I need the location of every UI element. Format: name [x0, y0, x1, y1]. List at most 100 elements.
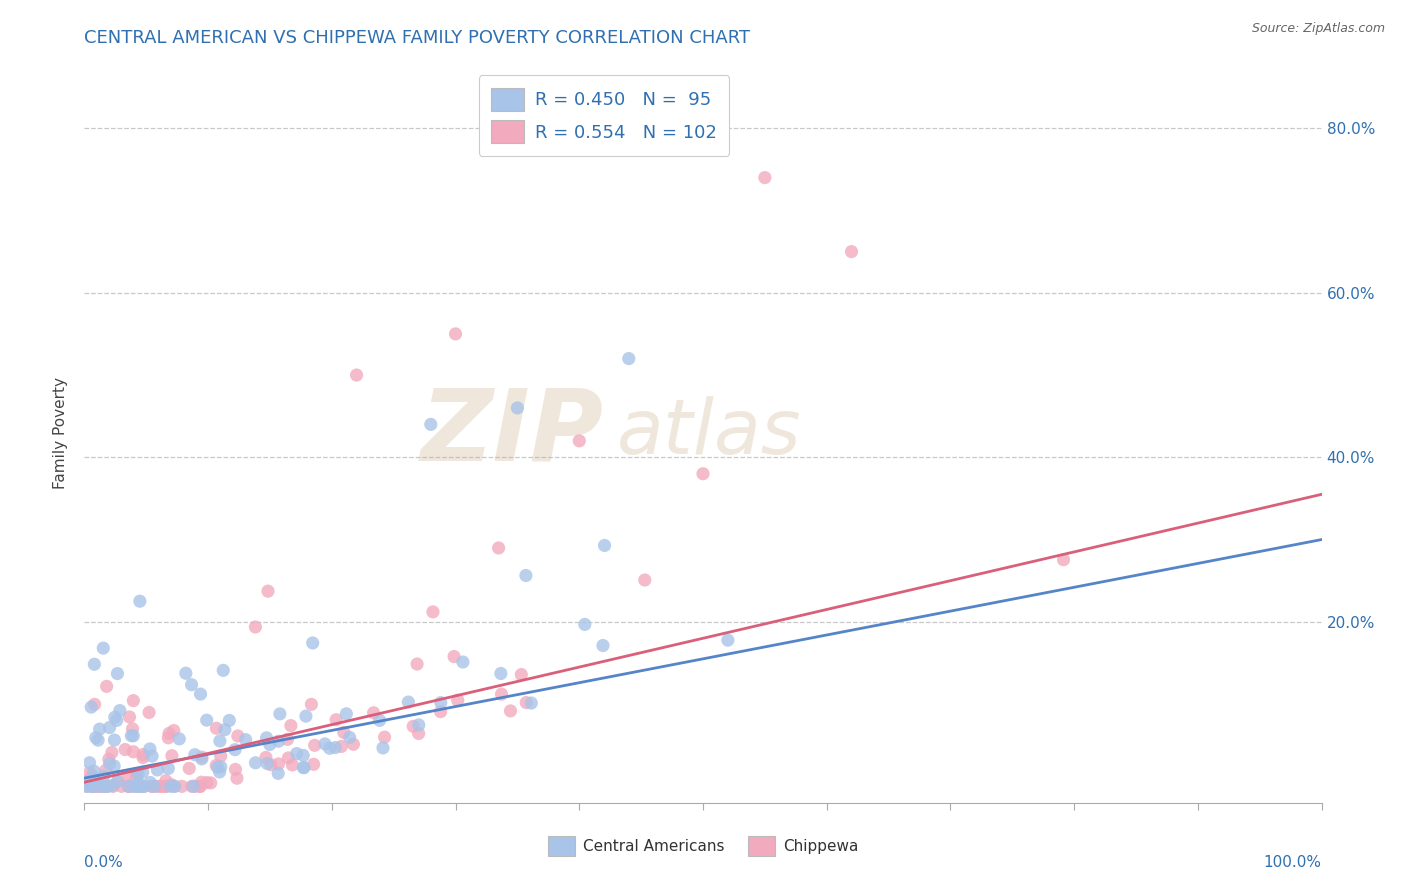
Point	[302, 757, 325, 772]
Point	[120, 729, 142, 743]
Point	[408, 726, 430, 740]
Point	[342, 737, 364, 751]
Point	[209, 760, 232, 774]
Point	[91, 780, 114, 794]
Point	[617, 351, 640, 366]
Point	[330, 739, 353, 754]
Point	[406, 657, 429, 671]
Point	[139, 742, 162, 756]
Point	[76, 780, 98, 794]
Point	[80, 700, 103, 714]
Point	[141, 749, 163, 764]
Point	[179, 761, 201, 775]
Point	[183, 779, 205, 793]
Point	[84, 780, 107, 794]
Point	[205, 758, 228, 772]
Point	[506, 401, 529, 415]
Point	[94, 764, 117, 778]
Point	[269, 706, 291, 721]
Point	[208, 764, 231, 779]
Point	[260, 757, 283, 772]
Point	[96, 780, 118, 794]
Point	[101, 746, 124, 760]
Point	[96, 679, 118, 693]
Point	[96, 780, 118, 794]
Point	[419, 417, 441, 432]
Point	[132, 765, 155, 780]
Point	[101, 780, 124, 794]
Point	[143, 780, 166, 794]
Point	[167, 731, 190, 746]
Point	[89, 722, 111, 736]
Point	[285, 747, 308, 761]
Point	[245, 756, 267, 770]
Point	[84, 731, 107, 745]
Point	[295, 709, 318, 723]
Point	[125, 772, 148, 786]
Point	[634, 573, 657, 587]
Point	[510, 667, 533, 681]
Point	[155, 780, 177, 794]
Point	[226, 729, 249, 743]
Point	[160, 748, 183, 763]
Point	[267, 756, 290, 771]
Point	[195, 775, 218, 789]
Point	[325, 713, 347, 727]
Point	[91, 780, 114, 794]
Point	[257, 584, 280, 599]
Point	[292, 748, 315, 763]
Point	[191, 752, 214, 766]
Point	[256, 756, 278, 771]
Point	[118, 780, 141, 794]
Point	[205, 721, 228, 735]
Point	[132, 780, 155, 794]
Point	[292, 761, 315, 775]
Point	[301, 636, 323, 650]
Point	[292, 760, 315, 774]
Point	[75, 774, 97, 789]
Point	[122, 729, 145, 743]
Point	[118, 710, 141, 724]
Point	[346, 368, 368, 382]
Point	[129, 779, 152, 793]
Point	[224, 742, 246, 756]
Point	[121, 722, 143, 736]
Point	[207, 760, 229, 774]
Point	[1052, 552, 1074, 566]
Text: 0.0%: 0.0%	[84, 855, 124, 870]
Point	[103, 733, 125, 747]
Point	[105, 774, 128, 789]
Point	[117, 780, 139, 794]
Point	[212, 664, 235, 678]
Point	[214, 723, 236, 737]
Point	[97, 780, 120, 794]
Point	[124, 780, 146, 794]
Point	[82, 780, 104, 794]
Point	[97, 752, 120, 766]
Point	[163, 723, 186, 738]
Point	[371, 740, 394, 755]
Point	[125, 767, 148, 781]
Point	[122, 693, 145, 707]
Point	[157, 726, 180, 740]
Point	[131, 780, 153, 794]
Point	[499, 704, 522, 718]
Point	[150, 780, 173, 794]
Point	[443, 649, 465, 664]
Point	[132, 747, 155, 762]
Point	[304, 739, 326, 753]
Point	[145, 780, 167, 794]
Point	[87, 780, 110, 794]
Point	[163, 780, 186, 794]
Point	[82, 771, 104, 785]
Point	[90, 780, 112, 794]
Point	[841, 244, 863, 259]
Point	[132, 780, 155, 794]
Point	[104, 710, 127, 724]
Point	[160, 778, 183, 792]
Point	[256, 731, 278, 745]
Point	[195, 713, 218, 727]
Point	[83, 780, 105, 794]
Point	[191, 750, 214, 764]
Point	[117, 769, 139, 783]
